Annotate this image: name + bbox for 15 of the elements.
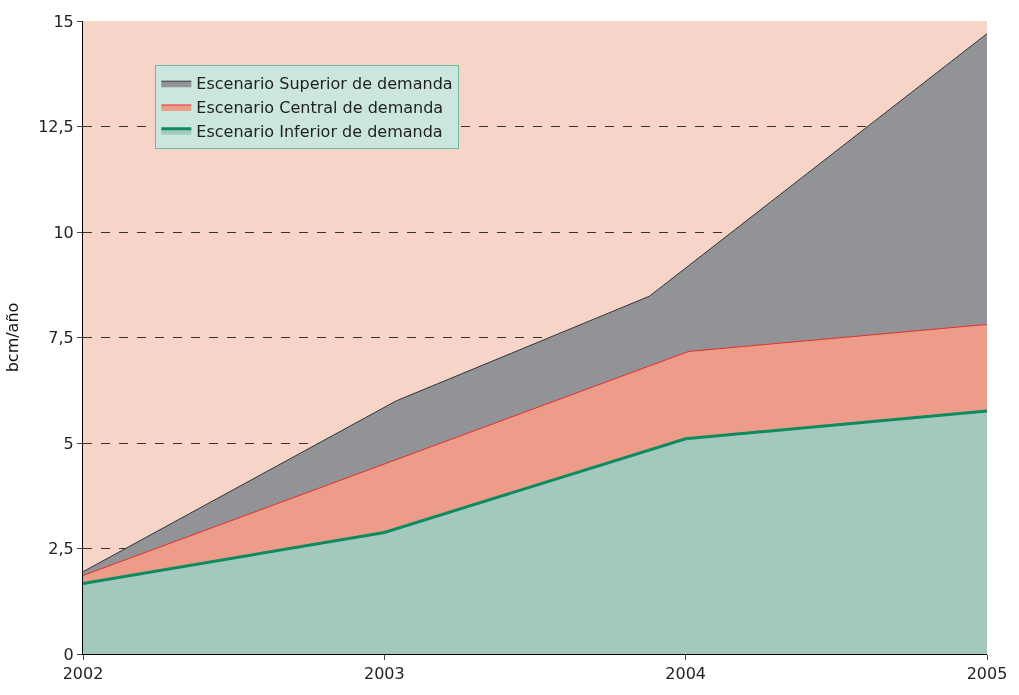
legend-label: Escenario Inferior de demanda bbox=[196, 122, 443, 142]
y-tick-label: 2,5 bbox=[48, 539, 74, 559]
y-tick-label: 10 bbox=[53, 222, 74, 242]
legend-label: Escenario Superior de demanda bbox=[196, 74, 453, 94]
y-tick-label: 15 bbox=[53, 11, 74, 31]
y-tick-label: 12,5 bbox=[38, 117, 74, 137]
x-tick-label: 2003 bbox=[363, 664, 405, 684]
y-tick-label: 7,5 bbox=[48, 328, 74, 348]
y-axis-title: bcm/año bbox=[3, 302, 23, 373]
x-tick-label: 2002 bbox=[62, 664, 104, 684]
y-tick-label: 5 bbox=[63, 433, 74, 453]
x-tick-label: 2005 bbox=[966, 664, 1008, 684]
y-tick-label: 0 bbox=[63, 644, 74, 664]
x-tick-label: 2004 bbox=[665, 664, 707, 684]
legend-label: Escenario Central de demanda bbox=[196, 98, 444, 118]
